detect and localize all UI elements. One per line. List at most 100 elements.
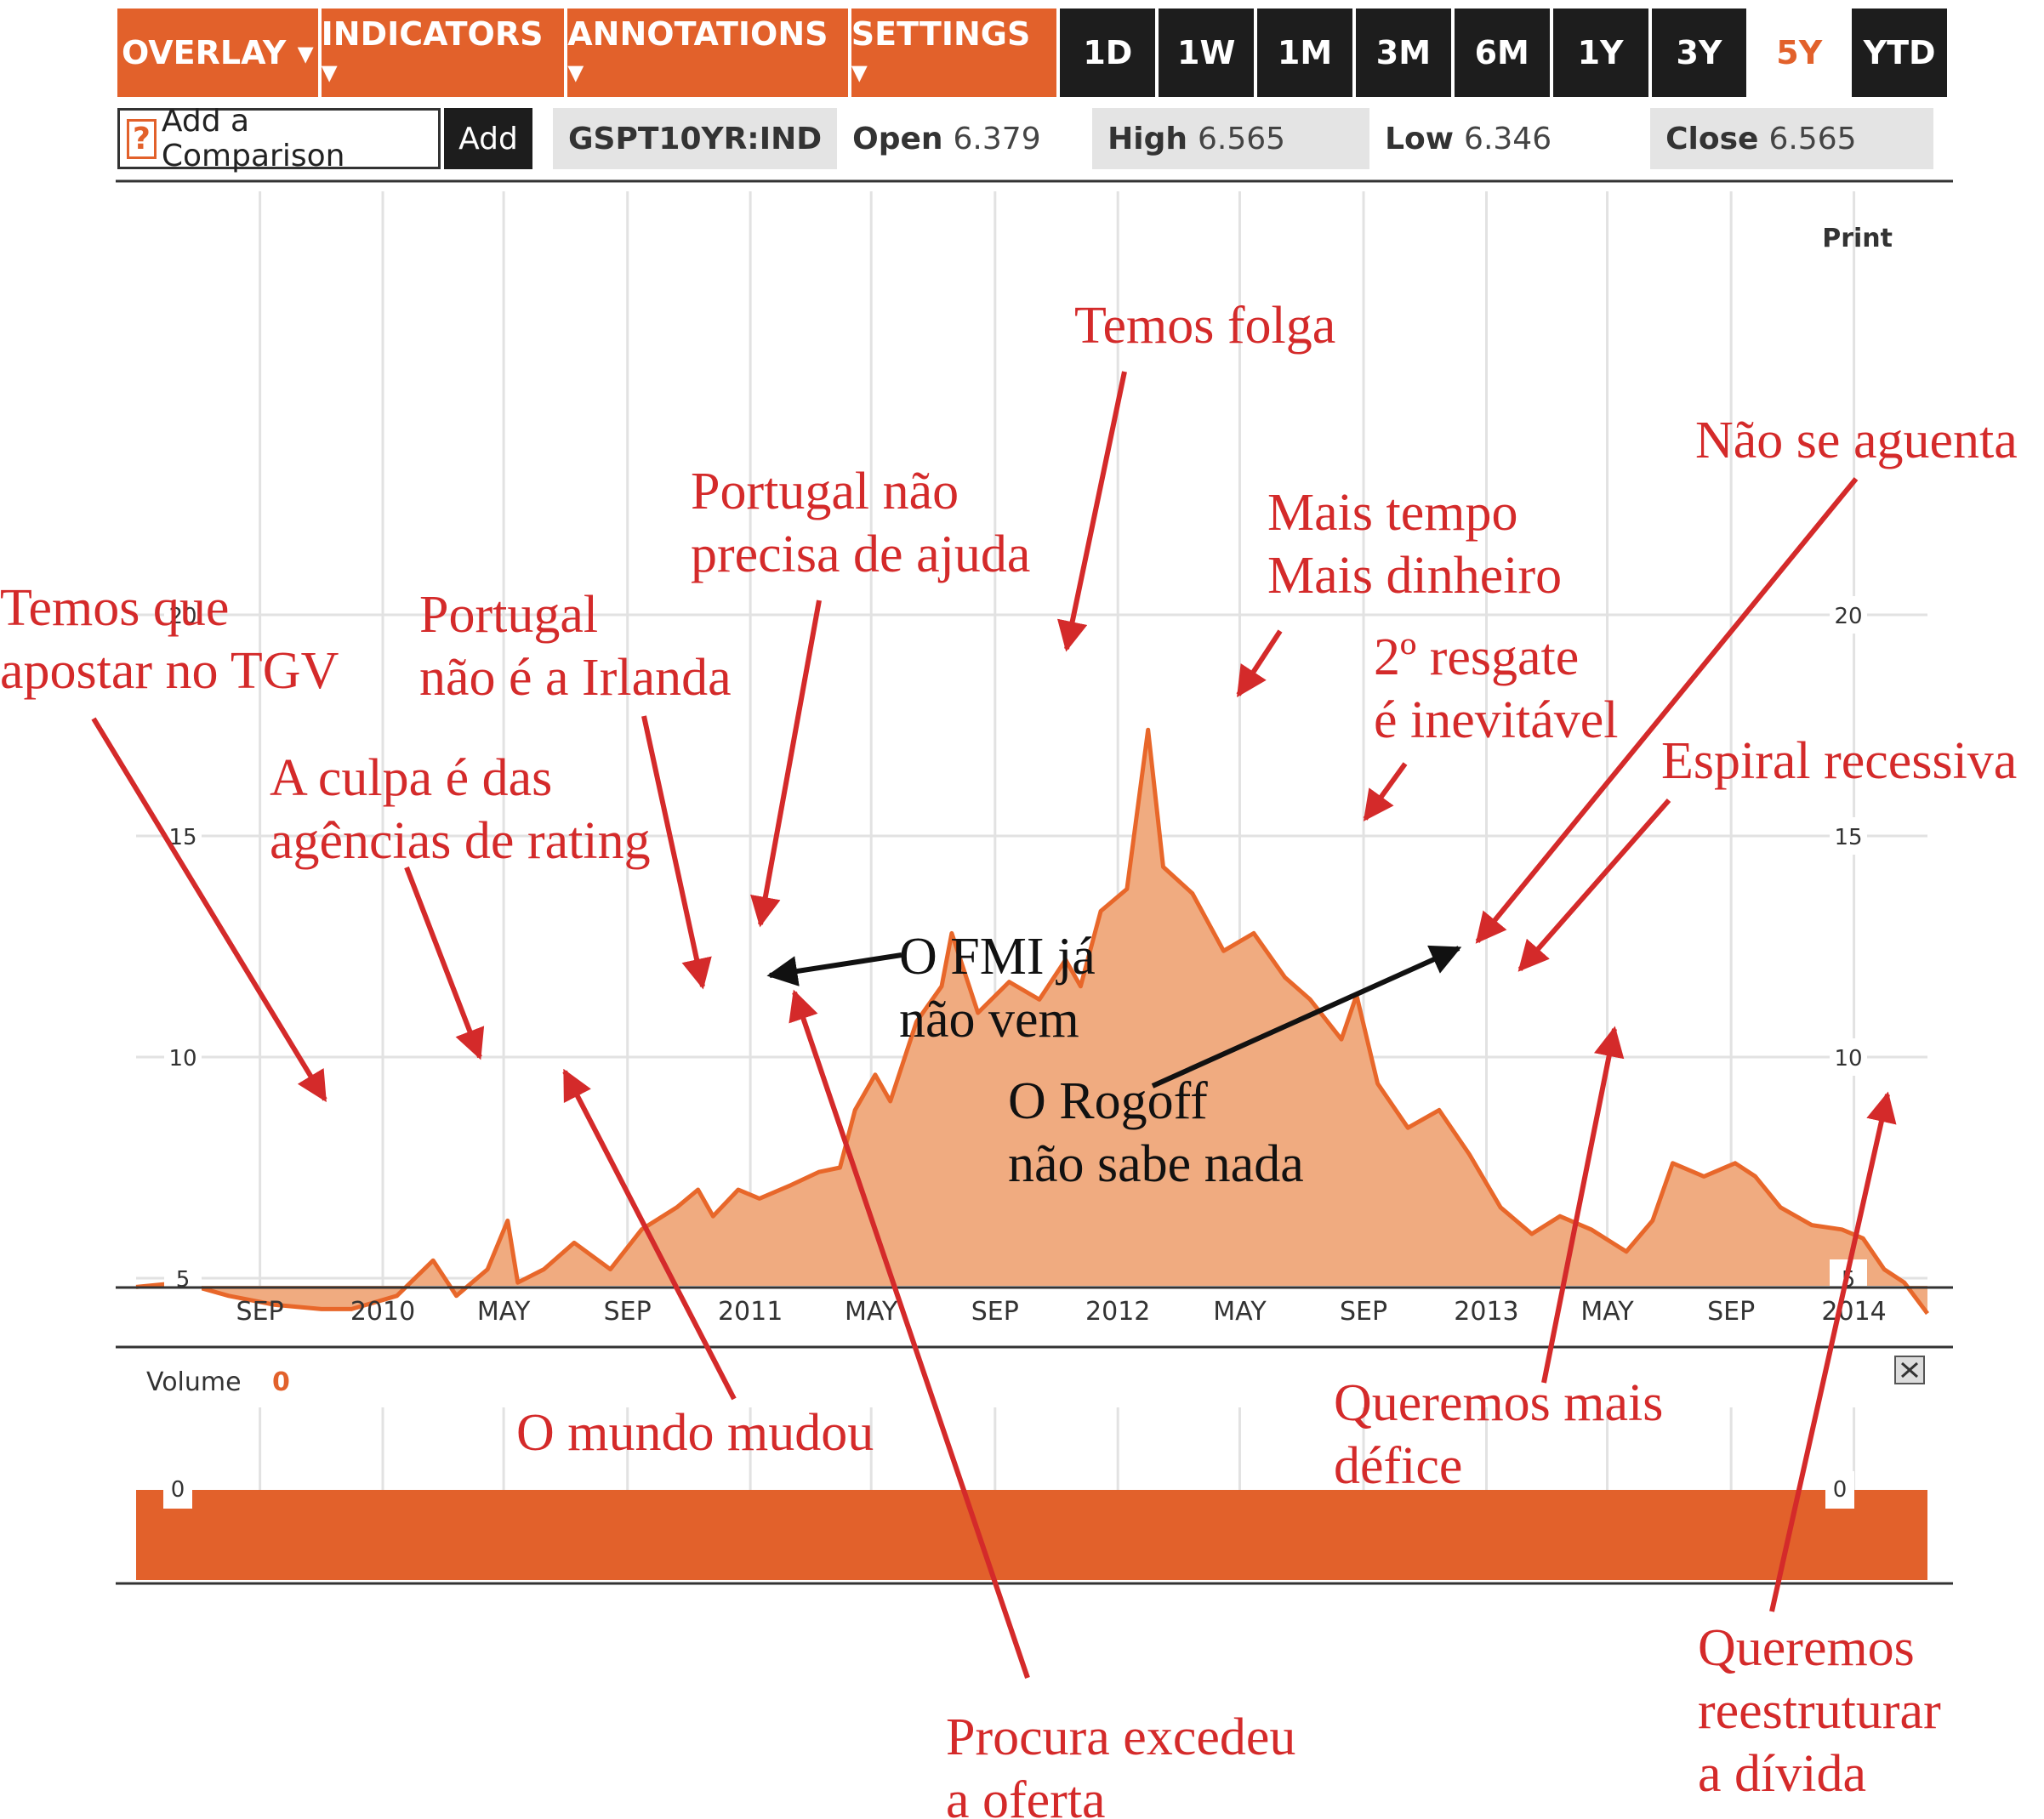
annotation-defice-line-1: Queremos mais <box>1334 1374 1663 1432</box>
low-label: Low <box>1385 121 1455 156</box>
x-tick-label: SEP <box>971 1297 1019 1327</box>
arrow-mundo <box>562 1068 737 1401</box>
annotation-rating: A culpa é das agências de rating <box>270 749 651 870</box>
print-link[interactable]: Print <box>1822 224 1893 253</box>
annotation-reestruturar: Queremos reestruturar a dívida <box>1698 1619 1941 1803</box>
arrow-espiral <box>1517 799 1671 972</box>
help-icon[interactable]: ? <box>127 118 157 159</box>
range-1d-button[interactable]: 1D <box>1060 9 1156 97</box>
y-tick-box <box>164 1038 202 1076</box>
annotation-procura-line-1: Procura excedeu <box>946 1708 1295 1766</box>
x-tick-label: 2014 <box>1821 1297 1886 1327</box>
add-comparison-button[interactable]: Add <box>444 108 532 169</box>
y-tick-box <box>1830 817 1867 855</box>
arrow-tgv <box>91 717 327 1103</box>
annotation-procura-line-2: a oferta <box>946 1771 1106 1819</box>
arrow-reestruturar <box>1769 1091 1897 1612</box>
annotation-mundo: O mundo mudou <box>516 1404 874 1462</box>
x-axis-labels: SEP 2010 MAY SEP 2011 MAY SEP 2012 MAY SEP 2013 MAY… <box>236 1297 1887 1327</box>
close-value: 6.565 <box>1768 121 1857 156</box>
annotation-tgv: Temos que apostar no TGV <box>0 579 339 700</box>
annotation-reestruturar-line-2: reestruturar <box>1698 1682 1941 1740</box>
high-label: High <box>1107 121 1187 156</box>
x-tick-label: SEP <box>604 1297 652 1327</box>
x-tick-label: MAY <box>477 1297 531 1327</box>
annotation-labels: Temos que apostar no TGV A culpa é das agê… <box>0 297 2018 1819</box>
high-value: 6.565 <box>1197 121 1286 156</box>
x-tick-label: SEP <box>236 1297 284 1327</box>
volume-bar <box>136 1490 1927 1580</box>
annotation-dinheiro-line-1: Mais tempo <box>1267 484 1517 542</box>
range-3m-button[interactable]: 3M <box>1355 9 1451 97</box>
annotation-rogoff: O Rogoff não sabe nada <box>1008 1072 1304 1193</box>
annotation-rogoff-line-2: não sabe nada <box>1008 1135 1304 1193</box>
overlay-menu[interactable]: OVERLAY ▾ <box>117 9 318 97</box>
annotation-rating-line-2: agências de rating <box>270 812 651 870</box>
comparison-input[interactable]: ? Add a Comparison <box>117 104 441 173</box>
arrow-defice <box>1541 1026 1625 1384</box>
annotation-procura: Procura excedeu a oferta <box>946 1708 1295 1819</box>
annotation-dinheiro-line-2: Mais dinheiro <box>1267 547 1562 605</box>
annotation-dinheiro: Mais tempo Mais dinheiro <box>1267 484 1562 605</box>
open-stat: Open 6.379 <box>837 108 1092 169</box>
y-tick-label-right: 15 <box>1834 825 1862 850</box>
arrow-dinheiro <box>1236 629 1283 698</box>
range-1y-button[interactable]: 1Y <box>1552 9 1648 97</box>
annotation-folga: Temos folga <box>1074 297 1335 355</box>
low-value: 6.346 <box>1464 121 1552 156</box>
volume-tick-box-right <box>1825 1471 1854 1509</box>
volume-tick-box-left <box>163 1471 192 1509</box>
y-tick-box <box>1830 1038 1867 1076</box>
x-tick-label: 2012 <box>1085 1297 1150 1327</box>
annotation-tgv-line-1: Temos que <box>0 579 229 637</box>
range-ytd-button[interactable]: YTD <box>1852 9 1948 97</box>
annotation-arrows <box>91 371 1897 1679</box>
x-tick-label: 2011 <box>718 1297 783 1327</box>
range-1w-button[interactable]: 1W <box>1159 9 1255 97</box>
y-tick-box <box>1830 596 1867 634</box>
toolbar: OVERLAY ▾ INDICATORS ▾ ANNOTATIONS ▾ SET… <box>117 9 1950 97</box>
range-5y-button[interactable]: 5Y <box>1750 9 1849 97</box>
close-volume-icon[interactable] <box>1894 1356 1925 1384</box>
indicators-menu[interactable]: INDICATORS ▾ <box>321 9 565 97</box>
close-label: Close <box>1665 121 1759 156</box>
high-stat: High 6.565 <box>1092 108 1370 169</box>
volume-value: 0 <box>272 1367 290 1397</box>
y-tick-label-left: 10 <box>168 1046 196 1072</box>
x-tick-label: MAY <box>845 1297 898 1327</box>
arrow-procura <box>789 989 1030 1679</box>
low-stat: Low 6.346 <box>1369 108 1650 169</box>
x-tick-label: MAY <box>1580 1297 1634 1327</box>
annotation-tgv-line-2: apostar no TGV <box>0 642 339 700</box>
annotation-resgate-line-1: 2º resgate <box>1374 628 1579 686</box>
quote-bar: ? Add a Comparison Add GSPT10YR:IND Open… <box>117 104 1950 173</box>
arrow-fmi <box>766 952 902 986</box>
y-tick-label-right: 10 <box>1834 1046 1862 1072</box>
range-3y-button[interactable]: 3Y <box>1651 9 1747 97</box>
volume-gridlines <box>259 1407 1856 1490</box>
settings-menu[interactable]: SETTINGS ▾ <box>851 9 1057 97</box>
annotation-fmi-line-2: não vem <box>899 991 1079 1049</box>
arrow-ajuda <box>750 600 822 928</box>
close-stat: Close 6.565 <box>1650 108 1934 169</box>
annotation-ajuda-line-2: precisa de ajuda <box>691 526 1030 583</box>
range-1m-button[interactable]: 1M <box>1257 9 1352 97</box>
arrow-resgate <box>1363 762 1408 821</box>
yield-area <box>136 730 1927 1314</box>
range-6m-button[interactable]: 6M <box>1454 9 1550 97</box>
x-tick-label: SEP <box>1707 1297 1755 1327</box>
arrow-rating <box>404 866 485 1060</box>
annotations-menu[interactable]: ANNOTATIONS ▾ <box>567 9 848 97</box>
y-tick-label-left: 20 <box>168 604 196 629</box>
annotation-defice: Queremos mais défice <box>1334 1374 1663 1495</box>
arrow-folga <box>1056 371 1127 652</box>
volume-label: Volume <box>146 1367 242 1397</box>
annotation-reestruturar-line-3: a dívida <box>1698 1745 1866 1803</box>
volume-tick-left: 0 <box>171 1477 185 1503</box>
x-tick-label: MAY <box>1213 1297 1267 1327</box>
annotation-reestruturar-line-1: Queremos <box>1698 1619 1915 1677</box>
y-tick-box <box>164 1259 202 1297</box>
annotation-ajuda: Portugal não precisa de ajuda <box>691 463 1030 583</box>
annotation-fmi: O FMI já não vem <box>899 928 1096 1049</box>
